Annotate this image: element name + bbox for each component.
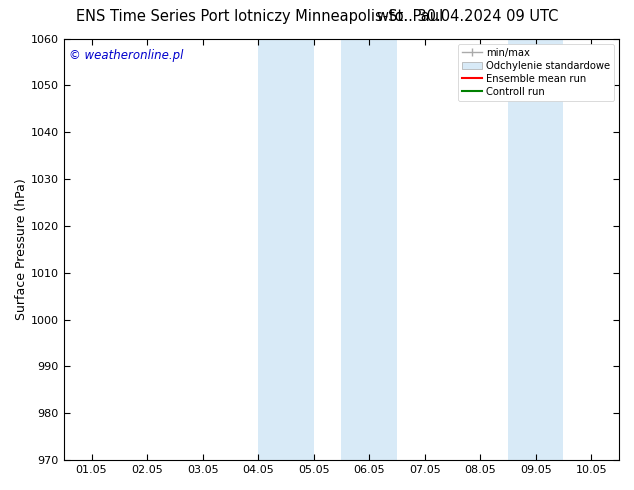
Legend: min/max, Odchylenie standardowe, Ensemble mean run, Controll run: min/max, Odchylenie standardowe, Ensembl… xyxy=(458,44,614,100)
Bar xyxy=(341,39,397,460)
Text: © weatheronline.pl: © weatheronline.pl xyxy=(69,49,184,62)
Text: ENS Time Series Port lotniczy Minneapolis-St. Paul: ENS Time Series Port lotniczy Minneapoli… xyxy=(76,9,443,24)
Bar xyxy=(258,39,314,460)
Bar xyxy=(508,39,564,460)
Text: wto.. 30.04.2024 09 UTC: wto.. 30.04.2024 09 UTC xyxy=(377,9,558,24)
Y-axis label: Surface Pressure (hPa): Surface Pressure (hPa) xyxy=(15,178,28,320)
